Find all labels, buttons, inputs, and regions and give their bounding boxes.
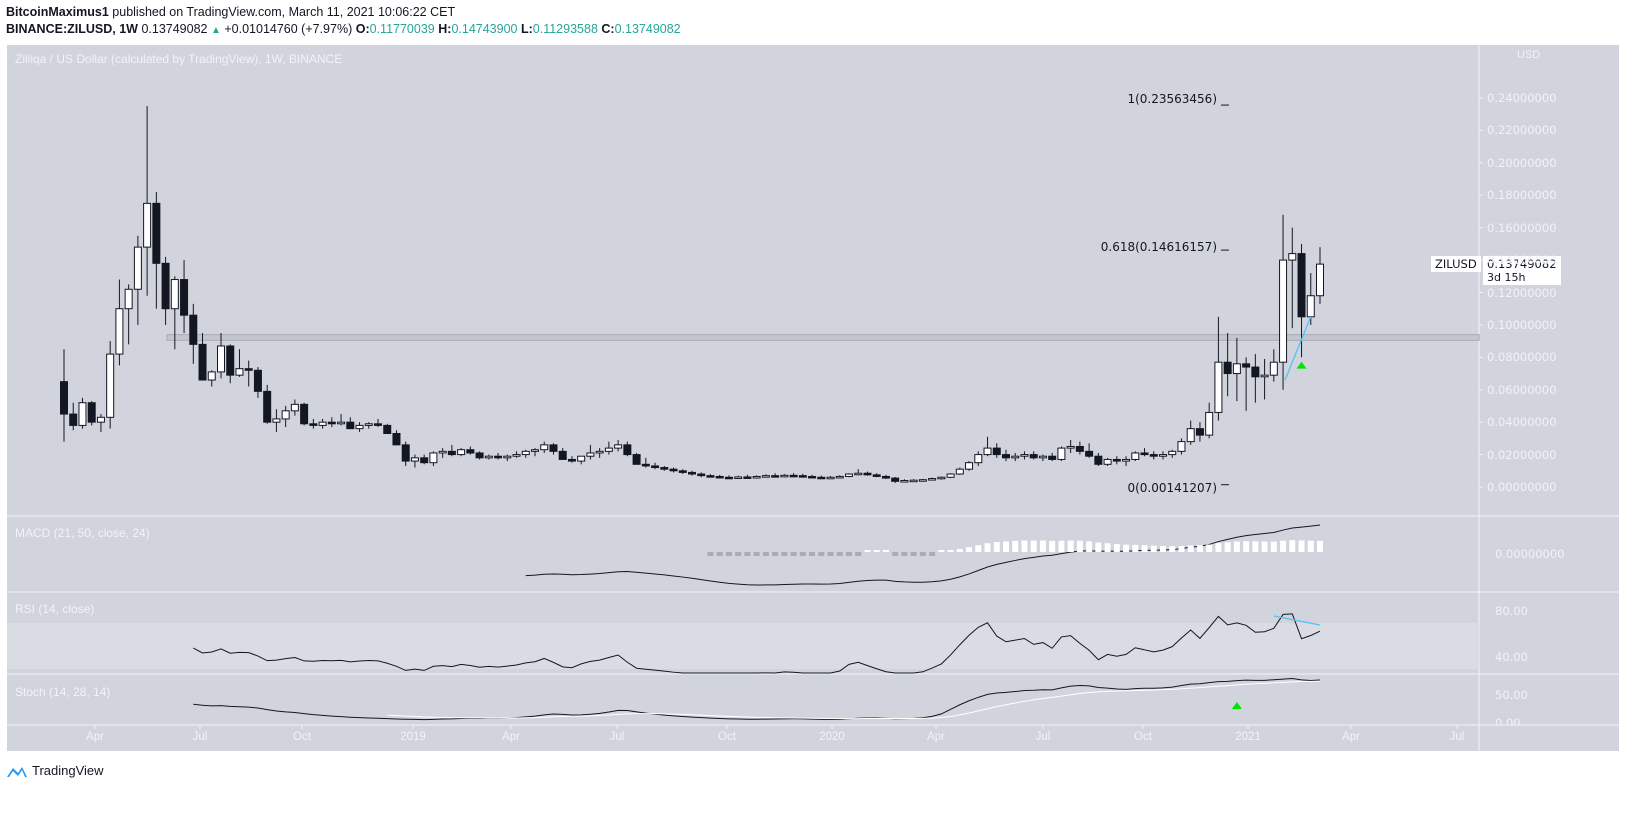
fib-level-0: 0(0.00141207): [1127, 481, 1217, 495]
macd-pane-title: MACD (21, 50, close, 24): [15, 526, 150, 540]
open-value: 0.11770039: [369, 22, 435, 36]
time-axis-label: Jul: [609, 731, 625, 743]
time-axis-label: Oct: [718, 731, 736, 743]
stoch-axis-label-50: 50.00: [1495, 688, 1528, 702]
macd-axis-label: 0.00000000: [1495, 547, 1565, 561]
currency-label: USD: [1515, 49, 1543, 61]
price-axis-label: 0.14000000: [1487, 253, 1557, 268]
up-arrow-icon: ▲: [210, 25, 221, 36]
price-axis-label: 0.00000000: [1487, 480, 1557, 494]
time-axis-label: 2019: [400, 731, 426, 743]
time-axis-label: Jul: [1035, 731, 1051, 743]
time-axis-label: Apr: [1342, 731, 1360, 743]
main-pane-title: Zilliqa / US Dollar (calculated by Tradi…: [15, 52, 343, 66]
time-axis-label: Apr: [502, 731, 520, 743]
brand-name: TradingView: [32, 763, 104, 778]
price-tag: 0.13749082 3d 15h: [1483, 256, 1561, 285]
chart-frame[interactable]: Zilliqa / US Dollar (calculated by Tradi…: [7, 45, 1619, 751]
high-label: H:: [438, 22, 452, 36]
time-axis-label: Apr: [927, 731, 945, 743]
price-axis-label: 0.06000000: [1487, 382, 1557, 397]
price-axis-label: 0.18000000: [1487, 188, 1557, 203]
price-change: +0.01014760 (+7.97%): [224, 22, 353, 36]
time-axis-label: Jul: [1449, 731, 1465, 743]
publish-info: BitcoinMaximus1 published on TradingView…: [6, 5, 455, 19]
fib-level-1: 1(0.23563456): [1127, 92, 1217, 106]
time-axis-label: Oct: [1134, 731, 1152, 743]
tradingview-cloud-icon: [7, 766, 27, 777]
high-value: 0.14743900: [451, 22, 518, 36]
stoch-axis-label-0: 0.00: [1495, 716, 1521, 725]
price-axis-label: 0.20000000: [1487, 155, 1557, 170]
price-axis-label: 0.16000000: [1487, 220, 1557, 235]
price-axis-label: 0.02000000: [1487, 447, 1557, 462]
price-axis-label: 0.08000000: [1487, 350, 1557, 365]
time-axis-label: Jul: [192, 731, 208, 743]
author-name: BitcoinMaximus1: [6, 5, 109, 19]
time-axis-label: 2020: [819, 731, 845, 743]
tradingview-logo[interactable]: TradingView: [6, 763, 104, 778]
price-axis-label: 0.22000000: [1487, 123, 1557, 138]
rsi-pane-title: RSI (14, close): [15, 602, 95, 616]
open-label: O:: [355, 22, 370, 36]
price-axis-label: 0.12000000: [1487, 285, 1557, 300]
published-text: published on TradingView.com, March 11, …: [112, 5, 456, 19]
rsi-axis-label-40: 40.00: [1495, 650, 1528, 664]
price-axis-label: 0.04000000: [1487, 415, 1557, 430]
price-tag-value: 0.13749082: [1487, 257, 1557, 271]
time-axis-label: Apr: [86, 731, 104, 743]
fib-level-0618: 0.618(0.14616157): [1100, 240, 1217, 254]
price-axis-label: 0.10000000: [1487, 317, 1557, 332]
last-price: 0.13749082: [141, 22, 208, 36]
low-label: L:: [520, 22, 533, 36]
stoch-pane-title: Stoch (14, 28, 14): [15, 685, 111, 699]
symbol-ohlc-bar: BINANCE:ZILUSD, 1W 0.13749082 ▲ +0.01014…: [6, 22, 681, 36]
chart-canvas[interactable]: [7, 45, 1619, 751]
symbol-interval: BINANCE:ZILUSD, 1W: [6, 22, 138, 36]
price-axis-label: 0.24000000: [1487, 91, 1557, 105]
close-label: C:: [601, 22, 615, 36]
rsi-axis-label-80: 80.00: [1495, 604, 1528, 618]
close-value: 0.13749082: [614, 22, 681, 36]
low-value: 0.11293588: [532, 22, 598, 36]
bar-countdown: 3d 15h: [1487, 271, 1526, 284]
symbol-tag: ZILUSD: [1431, 256, 1481, 272]
time-axis-label: Oct: [293, 731, 311, 743]
time-axis-label: 2021: [1235, 731, 1261, 743]
